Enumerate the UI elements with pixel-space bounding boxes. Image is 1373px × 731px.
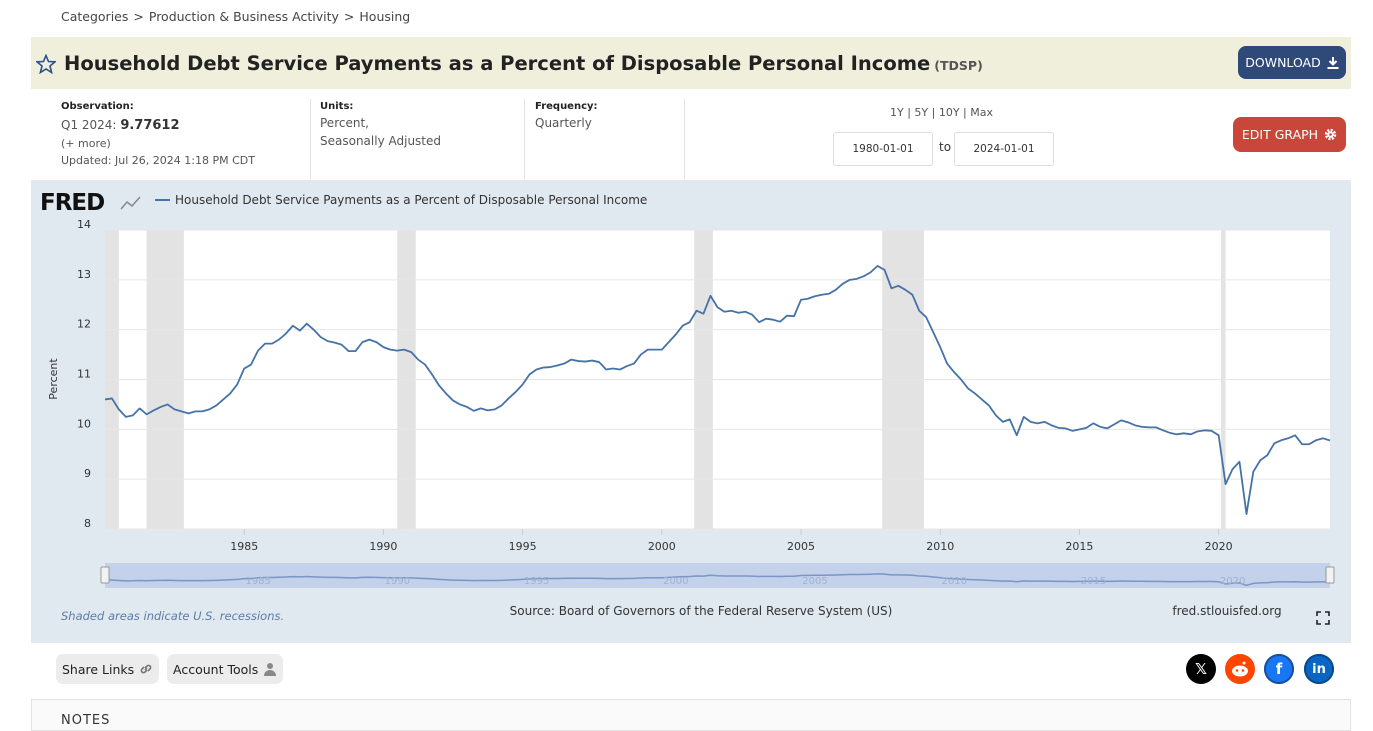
notes-panel: [31, 699, 1351, 731]
x-tick-label: 1985: [230, 540, 258, 553]
star-icon[interactable]: [36, 54, 56, 74]
y-tick-label: 13: [77, 268, 91, 281]
y-tick-label: 14: [77, 218, 91, 231]
crumb[interactable]: Housing: [359, 9, 411, 24]
more-link[interactable]: (+ more): [61, 137, 111, 150]
y-tick-label: 12: [77, 318, 91, 331]
range-button[interactable]: 10Y: [938, 106, 960, 119]
label: Units:: [320, 101, 354, 112]
pill-label: Share Links: [62, 661, 135, 677]
x-tick-label: 2000: [648, 540, 676, 553]
navigator-line: [104, 573, 1331, 587]
x-share[interactable]: 𝕏: [1186, 654, 1216, 684]
navigator-label: 2015: [1081, 576, 1106, 587]
label: Frequency:: [535, 101, 598, 112]
navigator-label: 2020: [1220, 576, 1245, 587]
download-icon: [1327, 56, 1339, 69]
recession-note: Shaded areas indicate U.S. recessions.: [61, 609, 284, 623]
edit-graph-button[interactable]: EDIT GRAPH: [1233, 117, 1346, 152]
obs-period: Q1 2024:: [61, 118, 117, 132]
divider: [310, 99, 311, 179]
y-axis-label: Percent: [47, 358, 60, 400]
end-date[interactable]: 2024-01-01: [954, 132, 1054, 166]
navigator-label: 1995: [524, 576, 549, 587]
x-tick-label: 1990: [369, 540, 397, 553]
range-button[interactable]: 5Y: [914, 106, 929, 119]
series-line: [104, 264, 1331, 515]
updated: Updated: Jul 26, 2024 1:18 PM CDT: [61, 154, 255, 167]
units: Seasonally Adjusted: [320, 134, 442, 148]
link-icon: [140, 664, 152, 674]
button-label: EDIT GRAPH: [1241, 127, 1319, 142]
range-button[interactable]: 1Y: [890, 106, 904, 119]
gear-icon: [1324, 128, 1337, 141]
series-title: Household Debt Service Payments as a Per…: [64, 52, 983, 75]
x-tick-label: 1995: [509, 540, 537, 553]
x-tick-label: 2010: [926, 540, 954, 553]
y-tick-label: 8: [84, 517, 91, 530]
crumb[interactable]: Production & Business Activity: [148, 9, 339, 24]
x-tick-label: 2015: [1065, 540, 1093, 553]
y-tick-label: 11: [77, 368, 91, 381]
user-icon: [264, 663, 277, 676]
fred-logo: FRED: [40, 190, 104, 216]
divider: [524, 99, 525, 179]
label: Observation:: [61, 101, 134, 112]
start-date[interactable]: 1980-01-01: [833, 132, 933, 166]
source: Source: Board of Governors of the Federa…: [510, 604, 893, 618]
account-tools[interactable]: Account Tools: [167, 654, 284, 684]
obs-value: 9.77612: [120, 118, 180, 133]
y-tick-label: 9: [84, 467, 91, 480]
linkedin-share[interactable]: in: [1304, 654, 1334, 684]
range-buttons: 1Y | 5Y | 10Y | Max: [890, 106, 994, 119]
navigator-label: 2000: [663, 576, 688, 587]
crumb[interactable]: Categories: [61, 9, 129, 24]
share-links[interactable]: Share Links: [56, 654, 160, 684]
fullscreen-icon[interactable]: [1316, 611, 1330, 625]
site[interactable]: fred.stlouisfed.org: [1172, 604, 1281, 618]
breadcrumb: Categories > Production & Business Activit…: [61, 9, 411, 24]
title-bar: [31, 37, 1351, 89]
download-button[interactable]: DOWNLOAD: [1238, 46, 1346, 79]
x-tick-label: 2005: [787, 540, 815, 553]
x-tick-label: 2020: [1205, 540, 1233, 553]
y-tick-label: 10: [77, 417, 91, 430]
navigator-handle: [100, 566, 110, 584]
navigator-label: 2005: [802, 576, 827, 587]
reddit-share[interactable]: [1225, 654, 1255, 684]
button-label: DOWNLOAD: [1245, 55, 1321, 70]
navigator-label: 2010: [942, 576, 967, 587]
navigator-handle: [1325, 566, 1335, 584]
legend-label: Household Debt Service Payments as a Per…: [175, 193, 647, 207]
navigator-label: 1985: [245, 576, 270, 587]
logo-icon: [120, 196, 141, 210]
pill-label: Account Tools: [173, 661, 259, 677]
chart: FRED Household Debt Service Payments as …: [31, 180, 1351, 643]
navigator-label: 1990: [385, 576, 410, 587]
reddit-icon: [1232, 661, 1248, 677]
range-button[interactable]: Max: [970, 106, 994, 119]
series-id: (TDSP): [934, 58, 983, 73]
title-text: Household Debt Service Payments as a Per…: [64, 52, 931, 75]
to-label: to: [939, 140, 952, 154]
divider: [684, 99, 685, 179]
facebook-share[interactable]: f: [1264, 654, 1294, 684]
units: Percent,: [320, 116, 369, 130]
frequency: Quarterly: [535, 116, 592, 130]
